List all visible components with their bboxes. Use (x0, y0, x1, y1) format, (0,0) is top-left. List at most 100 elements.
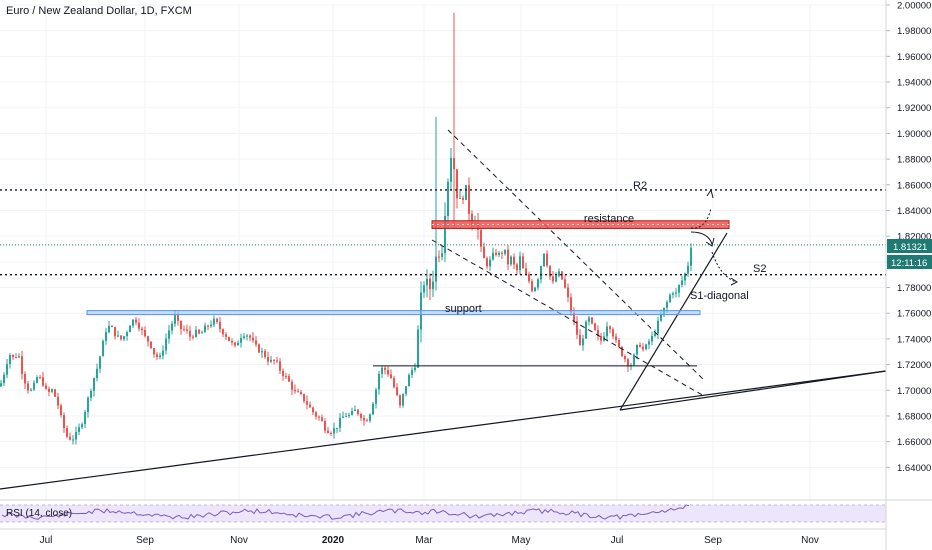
price-tick-label: 1.92000 (897, 103, 931, 114)
price-tick-label: 1.94000 (897, 78, 931, 89)
candle-body (39, 377, 41, 379)
candle-body (219, 321, 221, 330)
candle-body (546, 253, 548, 266)
candle-body (621, 346, 623, 357)
candle-body (177, 315, 179, 321)
candle-body (480, 230, 482, 247)
candle-body (252, 337, 254, 341)
candle-body (105, 332, 107, 341)
candle-body (129, 325, 131, 333)
candle-body (288, 376, 290, 382)
candle-body (168, 330, 170, 339)
arrow-head-up (706, 188, 714, 199)
arrow-head-curve (705, 237, 715, 247)
candle-body (537, 279, 539, 288)
candle-body (117, 335, 119, 337)
candle-body (612, 329, 614, 337)
candle-body (276, 360, 278, 362)
candle-body (312, 407, 314, 413)
candle-body (369, 414, 371, 421)
candle-body (438, 256, 440, 258)
candle-body (231, 341, 233, 343)
candle-body (87, 397, 89, 413)
candle-body (456, 169, 458, 199)
candle-body (585, 321, 587, 339)
candle-body (309, 404, 311, 408)
rsi-pane (0, 499, 932, 523)
candle-body (225, 334, 227, 337)
candle-body (135, 319, 137, 323)
candle-body (624, 356, 626, 360)
candle-body (339, 417, 341, 428)
price-tick-label: 1.84000 (897, 206, 931, 217)
candle-body (351, 411, 353, 415)
price-tick-label: 1.96000 (897, 52, 931, 63)
candle-body (45, 385, 47, 389)
candle-body (378, 373, 380, 390)
candle-body (492, 252, 494, 260)
countdown-badge (887, 255, 932, 269)
candle-body (9, 354, 11, 365)
candle-body (84, 412, 86, 425)
channel-lower (431, 239, 705, 397)
annotations-layer: R2 resistance support S2 S1-diagonal (0, 129, 887, 490)
time-tick-label: Sep (704, 535, 722, 546)
candle-body (360, 413, 362, 419)
candle-body (342, 416, 344, 418)
candle-body (228, 336, 230, 342)
candle-body (390, 374, 392, 379)
candle-body (426, 278, 428, 286)
candle-body (63, 415, 65, 429)
candle-body (414, 367, 416, 370)
candle-body (138, 322, 140, 329)
candle-body (261, 351, 263, 353)
candle-body (333, 428, 335, 434)
candle-body (21, 356, 23, 374)
candle-body (534, 287, 536, 292)
candle-body (381, 367, 383, 374)
curve-arrow (690, 231, 713, 245)
candle-body (618, 340, 620, 347)
candle-body (222, 329, 224, 335)
candle-body (213, 318, 215, 325)
candle-body (291, 381, 293, 390)
candle-body (81, 424, 83, 428)
candle-body (516, 264, 518, 271)
support-zone (86, 310, 701, 316)
support-label: support (445, 303, 482, 315)
price-tick-label: 1.90000 (897, 129, 931, 140)
candle-body (519, 256, 521, 271)
candle-body (675, 292, 677, 294)
candle-body (672, 293, 674, 295)
candle-body (459, 197, 461, 199)
candle-body (294, 389, 296, 392)
candle-body (549, 265, 551, 277)
candle-body (3, 374, 5, 384)
candle-body (528, 274, 530, 282)
candle-body (567, 287, 569, 298)
candle-body (627, 359, 629, 367)
candle-body (321, 417, 323, 422)
candle-body (72, 439, 74, 441)
candle-body (90, 390, 92, 398)
projection-up-arrow (690, 207, 712, 229)
s1-diagonal-line (619, 232, 728, 411)
candle-body (504, 249, 506, 254)
candle-body (102, 340, 104, 357)
candle-body (591, 317, 593, 324)
candle-body (510, 256, 512, 265)
candle-body (336, 427, 338, 429)
candle-body (48, 388, 50, 392)
price-tick-label: 1.86000 (897, 180, 931, 191)
candle-body (648, 341, 650, 345)
price-tick-label: 2.00000 (897, 1, 931, 12)
candle-body (153, 347, 155, 355)
price-axis: 2.00000 1.98000 1.96000 1.94000 1.92000 1.900… (885, 0, 932, 550)
candle-body (327, 430, 329, 434)
candle-body (108, 325, 110, 333)
candle-body (531, 281, 533, 292)
price-tick-label: 1.72000 (897, 360, 931, 371)
candle-body (423, 285, 425, 293)
channel-upper (447, 129, 705, 381)
